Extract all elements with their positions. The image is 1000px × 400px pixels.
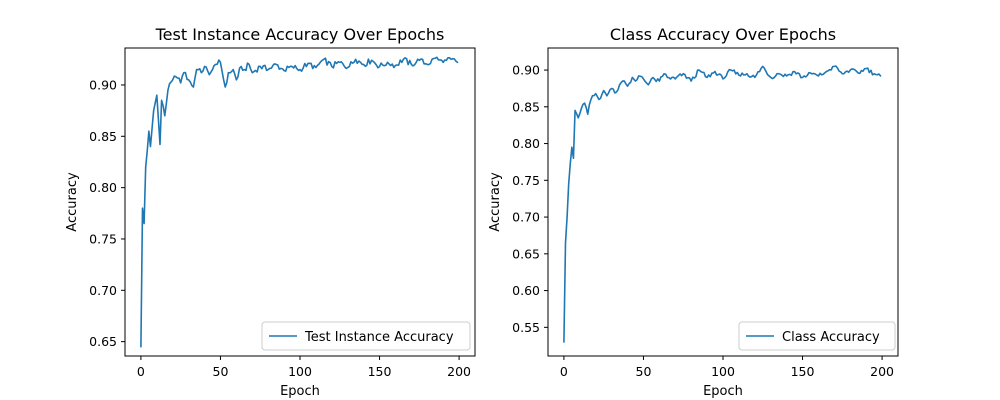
y-tick-label: 0.85 [89,129,117,144]
x-ticks: 0 50 100 150 200 [560,356,894,379]
x-tick-label: 0 [137,364,145,379]
x-tick-label: 150 [368,364,392,379]
chart-test-instance-accuracy: Test Instance Accuracy Over Epochs Epoch… [65,25,476,399]
chart-title: Class Accuracy Over Epochs [610,25,836,44]
x-ticks: 0 50 100 150 200 [137,356,471,379]
y-ticks: 0.65 0.70 0.75 0.80 0.85 0.90 [89,77,125,349]
legend-box [738,321,896,351]
legend: Class Accuracy [738,321,896,351]
x-tick-label: 200 [870,364,894,379]
legend: Test Instance Accuracy [261,321,471,351]
legend-box [261,321,471,351]
chart-title: Test Instance Accuracy Over Epochs [155,25,445,44]
y-tick-label: 0.55 [512,320,540,335]
x-axis-label: Epoch [703,384,743,399]
y-tick-label: 0.60 [512,283,540,298]
x-tick-label: 150 [791,364,815,379]
y-tick-label: 0.85 [512,99,540,114]
y-tick-label: 0.90 [512,63,540,78]
y-tick-label: 0.65 [89,334,117,349]
y-ticks: 0.55 0.60 0.65 0.70 0.75 0.80 0.85 0.90 [512,63,548,335]
x-tick-label: 200 [447,364,471,379]
series-line-test-instance-accuracy [140,56,459,348]
y-tick-label: 0.90 [89,77,117,92]
y-axis-label: Accuracy [488,172,503,232]
x-tick-label: 50 [213,364,229,379]
y-axis-label: Accuracy [65,172,80,232]
y-tick-label: 0.75 [89,231,117,246]
legend-entry: Class Accuracy [782,330,880,345]
y-tick-label: 0.70 [89,283,117,298]
plot-frame [124,47,476,357]
series-line-class-accuracy [563,65,882,343]
y-tick-label: 0.80 [512,136,540,151]
x-tick-label: 100 [288,364,312,379]
y-tick-label: 0.75 [512,173,540,188]
legend-entry: Test Instance Accuracy [304,330,454,345]
x-tick-label: 100 [711,364,735,379]
x-tick-label: 50 [636,364,652,379]
y-tick-label: 0.80 [89,180,117,195]
plot-frame [547,47,899,357]
x-axis-label: Epoch [280,384,320,399]
y-tick-label: 0.65 [512,246,540,261]
chart-class-accuracy: Class Accuracy Over Epochs Epoch Accurac… [488,25,899,399]
x-tick-label: 0 [560,364,568,379]
y-tick-label: 0.70 [512,210,540,225]
